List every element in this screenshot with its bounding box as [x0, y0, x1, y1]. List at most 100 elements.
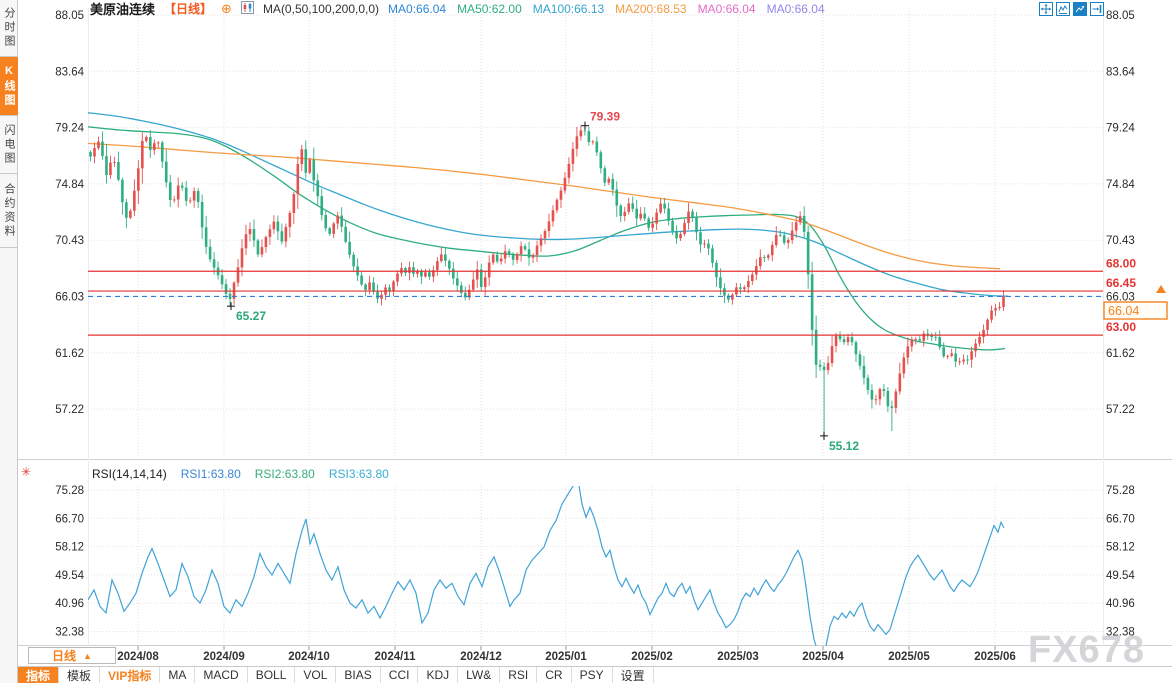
rsi-axis-label: 66.70 — [1106, 513, 1135, 525]
y-axis-label: 79.24 — [55, 123, 84, 135]
y-axis: 88.05 88.05 83.64 83.64 79.24 79.24 74.84 74.84… — [55, 10, 1135, 639]
toolbar-item-ma[interactable]: MA — [160, 667, 196, 683]
annotation-label: 65.27 — [236, 309, 266, 323]
chart-header: 美原油连续 【日线】 ⊕ MA(0,50,100,200,0,0) MA0:66… — [90, 0, 825, 17]
toolbar-item-[interactable]: 指标 — [18, 667, 60, 683]
x-axis-label: 2024/11 — [375, 651, 417, 663]
y-axis-label: 61.62 — [55, 348, 84, 360]
ma-line-ma100 — [88, 112, 1009, 297]
rsi-axis-label: 66.70 — [55, 513, 84, 525]
y-axis-label: 74.84 — [1106, 179, 1135, 191]
x-axis-label: 2024/12 — [460, 651, 502, 663]
add-circle-icon[interactable]: ⊕ — [221, 1, 232, 16]
annotation-label: 79.39 — [590, 110, 620, 124]
scale-chart-icon[interactable] — [1056, 2, 1070, 16]
ma-line-ma200 — [88, 142, 1001, 270]
toolbar-item-vip[interactable]: VIP指标 — [100, 667, 161, 683]
ma-legend: MA0:66.04 MA50:62.00 MA100:66.13 MA200:68.5… — [388, 2, 825, 16]
toolbar-item-rsi[interactable]: RSI — [500, 667, 538, 683]
ma-value-label: MA50:62.00 — [457, 1, 522, 16]
toolbar-item-[interactable]: 模板 — [59, 667, 101, 683]
toolbar-item-cci[interactable]: CCI — [381, 667, 419, 683]
move-icon[interactable] — [1039, 2, 1053, 16]
ma-line-ma50 — [88, 126, 1006, 351]
chart-toolbar-icons — [1039, 2, 1104, 16]
toolbar-item-lw[interactable]: LW& — [458, 667, 501, 683]
sidebar-item-contract-info[interactable]: 合约资料 — [0, 174, 18, 248]
y-axis-label: 79.24 — [1106, 123, 1135, 135]
toolbar-item-macd[interactable]: MACD — [195, 667, 248, 683]
indicator-toolbar: 指标 模板 VIP指标 MA MACD BOLL VOL BIAS CCI KDJ LW& RSI CR… — [18, 666, 1172, 683]
toolbar-item-boll[interactable]: BOLL — [248, 667, 296, 683]
price-level-label: 68.00 — [1106, 256, 1136, 270]
rsi-value-label: RSI2:63.80 — [254, 467, 315, 481]
period-selector-button[interactable]: 日线 ▲ — [28, 647, 116, 664]
ma-value-label: MA200:68.53 — [615, 1, 687, 16]
rsi-values: RSI1:63.80 RSI2:63.80 RSI3:63.80 — [181, 467, 389, 481]
pane-borders — [18, 8, 1172, 646]
ma-settings-label: MA(0,50,100,200,0,0) — [262, 1, 380, 16]
rsi-axis-label: 49.54 — [55, 570, 84, 582]
x-axis-label: 2024/09 — [203, 651, 245, 663]
price-up-arrow-icon — [1156, 285, 1166, 293]
rsi-axis-label: 58.12 — [55, 542, 84, 554]
y-axis-label: 61.62 — [1106, 348, 1135, 360]
x-axis: 2024/08 2024/09 2024/10 2024/11 2024/12 2025/… — [117, 646, 1016, 663]
rsi-value-label: RSI1:63.80 — [180, 467, 241, 481]
toolbar-item-[interactable]: 设置 — [613, 667, 654, 683]
y-axis-label: 83.64 — [55, 66, 84, 78]
y-axis-label: 70.43 — [1106, 235, 1135, 247]
chevron-up-icon: ▲ — [83, 650, 92, 661]
rsi-axis-label: 49.54 — [1106, 570, 1135, 582]
rsi-header: RSI(14,14,14) RSI1:63.80 RSI2:63.80 RSI3:6… — [92, 467, 389, 481]
y-axis-label: 70.43 — [55, 235, 84, 247]
x-axis-label: 2024/10 — [288, 651, 330, 663]
y-axis-label: 66.03 — [1106, 292, 1135, 304]
trend-chart-icon[interactable] — [1073, 2, 1087, 16]
last-price-marker: 66.04 — [1103, 285, 1168, 320]
y-axis-label: 83.64 — [1106, 66, 1135, 78]
x-axis-label: 2025/01 — [545, 651, 587, 663]
last-price-label: 66.04 — [1108, 304, 1139, 318]
rsi-indicator-name[interactable]: RSI(14,14,14) — [92, 467, 167, 481]
sidebar-item-flash-chart[interactable]: 闪电图 — [0, 116, 18, 174]
toolbar-item-bias[interactable]: BIAS — [336, 667, 381, 683]
x-axis-label: 2024/08 — [117, 651, 159, 663]
y-axis-label: 66.03 — [55, 292, 84, 304]
rsi-line — [88, 486, 1005, 646]
sidebar-item-kline-chart[interactable]: K线图 — [0, 57, 18, 116]
ma-value-label: MA100:66.13 — [532, 1, 605, 16]
rsi-axis-label: 75.28 — [1106, 485, 1135, 497]
x-axis-label: 2025/04 — [802, 651, 844, 663]
gridlines — [88, 8, 1103, 645]
annotation-label: 55.12 — [829, 439, 859, 453]
ma-value-label: MA0:66.04 — [388, 1, 447, 16]
ma-value-label: MA0:66.04 — [697, 1, 756, 16]
candle-chart-icon[interactable] — [240, 0, 254, 17]
watermark: FX678 — [1028, 629, 1145, 671]
y-axis-label: 88.05 — [1106, 10, 1135, 22]
y-axis-label: 74.84 — [55, 179, 84, 191]
y-axis-label: 88.05 — [55, 10, 84, 22]
toolbar-item-vol[interactable]: VOL — [295, 667, 337, 683]
period-selector-label: 日线 — [52, 649, 77, 663]
x-axis-label: 2025/02 — [631, 651, 673, 663]
toolbar-item-psy[interactable]: PSY — [572, 667, 613, 683]
rsi-axis-label: 58.12 — [1106, 542, 1135, 554]
price-level-label: 66.45 — [1106, 276, 1136, 290]
rsi-axis-label: 40.96 — [55, 598, 84, 610]
x-axis-label: 2025/05 — [888, 651, 930, 663]
toolbar-item-kdj[interactable]: KDJ — [418, 667, 459, 683]
sidebar-item-time-chart[interactable]: 分时图 — [0, 0, 18, 57]
rsi-axis-label: 40.96 — [1106, 598, 1135, 610]
period-tag: 【日线】 — [164, 2, 213, 16]
ma-lines — [88, 112, 1009, 351]
price-annotations: 79.39 65.27 55.12 — [227, 110, 859, 453]
pan-right-icon[interactable] — [1090, 2, 1104, 16]
toolbar-item-cr[interactable]: CR — [537, 667, 572, 683]
rsi-settings-icon[interactable]: ✳ — [21, 465, 32, 479]
y-axis-label: 57.22 — [55, 404, 84, 416]
sidebar: 分时图 K线图 闪电图 合约资料 — [0, 0, 18, 683]
